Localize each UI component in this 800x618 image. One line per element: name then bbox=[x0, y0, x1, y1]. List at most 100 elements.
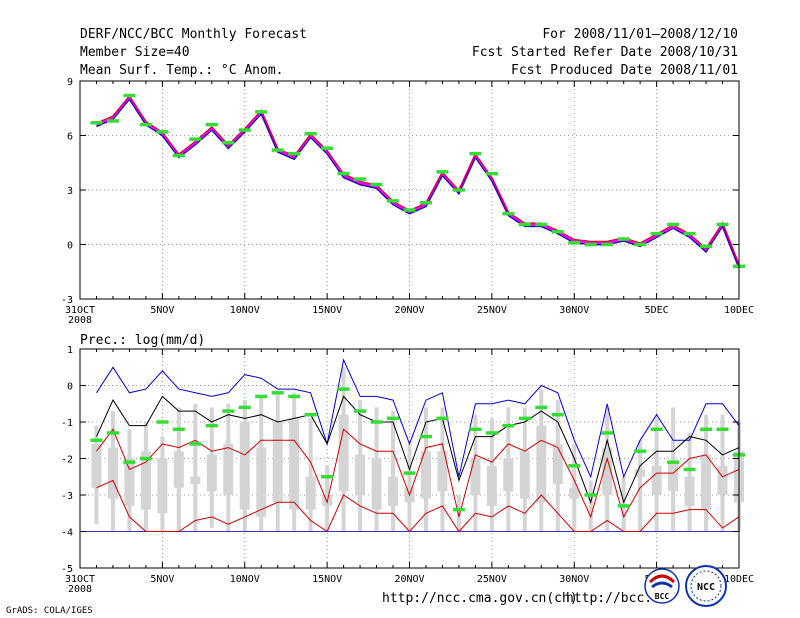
header-title: DERF/NCC/BCC Monthly Forecast bbox=[80, 27, 307, 42]
temp-series-member_band bbox=[95, 94, 741, 267]
prec-spread-whisker bbox=[638, 440, 643, 532]
precip-panel-title: Prec.: log(mm/d) bbox=[80, 333, 205, 348]
prec-xtick-label: 5NOV bbox=[150, 574, 174, 585]
prec-spread-box bbox=[256, 447, 267, 517]
bcc-url[interactable]: http://bcc.c bbox=[566, 591, 660, 606]
prec-spread-box bbox=[223, 443, 234, 495]
prec-spread-box bbox=[173, 451, 184, 488]
prec-ytick-label: 0 bbox=[67, 382, 73, 393]
ncc-url[interactable]: http://ncc.cma.gov.cn(ch) bbox=[382, 591, 578, 606]
prec-xtick-label: 31OCT bbox=[65, 574, 95, 585]
prec-series-max bbox=[96, 358, 740, 479]
prec-ytick-label: -2 bbox=[61, 455, 73, 466]
temp-ytick-label: 0 bbox=[67, 241, 73, 252]
prec-ytick-label: -4 bbox=[61, 528, 73, 539]
prec-spread-box bbox=[107, 447, 118, 499]
prec-spread-box bbox=[338, 414, 349, 492]
prec-spread-box bbox=[289, 418, 300, 510]
prec-spread-whisker bbox=[456, 495, 461, 532]
prec-spread-box bbox=[701, 454, 712, 510]
prec-spread-box bbox=[486, 465, 497, 506]
header-produced-date: Fcst Produced Date 2008/11/01 bbox=[511, 63, 738, 78]
temp-ytick-label: 6 bbox=[67, 132, 73, 143]
bcc-logo-swoosh-red bbox=[648, 574, 676, 584]
prec-series-min_plus bbox=[96, 428, 740, 519]
prec-xtick-label: 15NOV bbox=[312, 574, 342, 585]
temp-xtick-label: 30NOV bbox=[559, 305, 589, 316]
temp-xtick-label: 25NOV bbox=[477, 305, 507, 316]
footer: GrADS: COLA/IGES http://ncc.cma.gov.cn(c… bbox=[6, 565, 727, 616]
temp-xtick-label: 10NOV bbox=[230, 305, 260, 316]
temp-series-blue-edge bbox=[96, 98, 740, 269]
prec-spread-box bbox=[305, 476, 316, 510]
temp-xtick-label: 31OCT bbox=[65, 305, 95, 316]
bcc-logo-swoosh-blue bbox=[651, 581, 673, 589]
prec-spread-box bbox=[206, 454, 217, 492]
prec-spread-box bbox=[124, 458, 135, 506]
prec-spread-box bbox=[140, 451, 151, 510]
prec-spread-box bbox=[437, 451, 448, 492]
prec-ytick-label: -5 bbox=[61, 564, 73, 575]
prec-xtick-label: 10DEC bbox=[724, 574, 754, 585]
prec-xtick-label: 20NOV bbox=[394, 574, 424, 585]
prec-spread-box bbox=[190, 476, 201, 485]
prec-series-mean bbox=[96, 395, 740, 504]
prec-xtick-label: 25NOV bbox=[477, 574, 507, 585]
prec-ytick-label: 1 bbox=[67, 345, 73, 356]
prec-spread-box bbox=[602, 447, 613, 495]
ncc-logo-ring bbox=[685, 565, 727, 607]
prec-spread-box bbox=[536, 425, 547, 503]
header-member-size: Member Size=40 bbox=[80, 45, 190, 60]
prec-spread-whisker bbox=[193, 403, 198, 532]
prec-spread-box bbox=[651, 465, 662, 495]
temp-ytick-label: 3 bbox=[67, 186, 73, 197]
prec-year-label: 2008 bbox=[68, 584, 92, 595]
prec-xtick-label: 30NOV bbox=[559, 574, 589, 585]
temp-xtick-label: 10DEC bbox=[724, 305, 754, 316]
header-variable: Mean Surf. Temp.: °C Anom. bbox=[80, 63, 284, 78]
ncc-logo-icon: NCC bbox=[685, 565, 727, 607]
ncc-logo-text: NCC bbox=[697, 582, 715, 593]
prec-spread-box bbox=[371, 458, 382, 510]
header-period: For 2008/11/01—2008/12/10 bbox=[542, 27, 738, 42]
temp-xtick-label: 5DEC bbox=[645, 305, 669, 316]
header: DERF/NCC/BCC Monthly Forecast Member Siz… bbox=[80, 27, 738, 78]
temp-ytick-label: 9 bbox=[67, 77, 73, 88]
prec-spread-whisker bbox=[308, 418, 313, 532]
prec-spread-box bbox=[684, 476, 695, 506]
prec-series-min bbox=[96, 479, 740, 533]
grads-credit: GrADS: COLA/IGES bbox=[6, 606, 93, 616]
prec-spread-box bbox=[420, 451, 431, 499]
temp-xtick-label: 5NOV bbox=[150, 305, 174, 316]
temp-series-red-edge bbox=[96, 95, 740, 265]
prec-spread-whisker bbox=[391, 411, 396, 532]
prec-spread-box bbox=[668, 462, 679, 492]
prec-spread-box bbox=[388, 476, 399, 506]
prec-xtick-label: 10NOV bbox=[230, 574, 260, 585]
prec-spread-whisker bbox=[588, 480, 593, 532]
prec-spread-box bbox=[470, 458, 481, 495]
prec-spread-box bbox=[519, 451, 530, 499]
prec-spread-box bbox=[355, 454, 366, 495]
prec-spread-box bbox=[503, 458, 514, 492]
prec-spread-box bbox=[157, 458, 168, 514]
temperature-panel: -3 0 3 6 9 31OCT 5NOV 10NOV 15NOV 20NOV 25NOV 30NOV… bbox=[61, 77, 754, 326]
temp-year-label: 2008 bbox=[68, 315, 92, 326]
ncc-logo-inner-ring bbox=[690, 570, 722, 602]
temp-xtick-label: 20NOV bbox=[394, 305, 424, 316]
temp-xtick-label: 15NOV bbox=[312, 305, 342, 316]
prec-spread-box bbox=[717, 465, 728, 495]
prec-spread-box bbox=[569, 487, 580, 499]
prec-spread-whisker bbox=[621, 476, 626, 532]
prec-ytick-label: -1 bbox=[61, 418, 73, 429]
prec-spread-box bbox=[272, 422, 283, 503]
bcc-logo-icon: BCC bbox=[644, 568, 680, 604]
prec-spread-box bbox=[239, 422, 250, 510]
prec-spread-box bbox=[552, 443, 563, 485]
prec-ytick-label: -3 bbox=[61, 491, 73, 502]
precipitation-panel: -5 -4 -3 -2 -1 0 1 31OCT 5NOV 10NOV 15NOV 20NOV 25NO… bbox=[61, 345, 754, 595]
bcc-logo-text: BCC bbox=[655, 592, 670, 601]
temp-ytick-label: -3 bbox=[61, 295, 73, 306]
